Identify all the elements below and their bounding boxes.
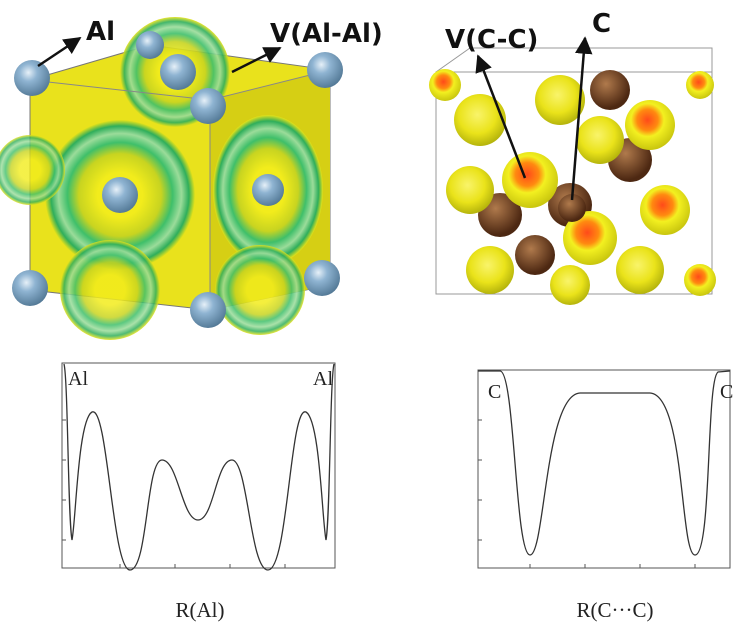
x-axis-label: R(C···C) xyxy=(577,598,654,622)
structure-label: Al xyxy=(86,17,115,47)
al-structure: Al V(Al-Al) xyxy=(0,17,383,340)
figure: Al V(Al-Al) V(C-C) C Al A xyxy=(0,0,738,633)
structure-label: C xyxy=(592,9,611,39)
end-label: C xyxy=(720,381,733,403)
x-axis-label: R(Al) xyxy=(176,598,225,622)
end-label: C xyxy=(488,381,501,403)
structure-label: V(C-C) xyxy=(445,25,538,55)
c-structure: V(C-C) C xyxy=(429,9,716,305)
structure-label: V(Al-Al) xyxy=(270,19,383,49)
al-profile-plot: Al Al R(Al) xyxy=(62,363,335,622)
end-label: Al xyxy=(313,368,333,390)
c-profile-plot: C C R(C···C) xyxy=(478,370,733,622)
end-label: Al xyxy=(68,368,88,390)
